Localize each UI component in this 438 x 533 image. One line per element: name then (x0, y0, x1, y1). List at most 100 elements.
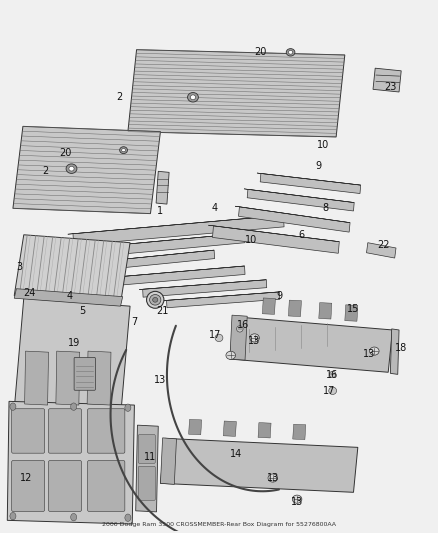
Polygon shape (235, 206, 350, 223)
Polygon shape (25, 351, 49, 405)
Polygon shape (390, 329, 399, 374)
Text: 12: 12 (20, 473, 32, 483)
Ellipse shape (147, 292, 164, 308)
Polygon shape (121, 266, 245, 285)
FancyBboxPatch shape (49, 409, 81, 453)
Ellipse shape (69, 166, 74, 171)
Text: 15: 15 (347, 304, 360, 314)
Polygon shape (230, 315, 247, 360)
Polygon shape (14, 298, 130, 417)
Polygon shape (239, 207, 350, 232)
Text: 11: 11 (144, 452, 156, 462)
Polygon shape (345, 305, 358, 321)
Text: 4: 4 (212, 203, 218, 213)
Text: 9: 9 (316, 161, 322, 171)
Ellipse shape (191, 95, 196, 100)
Text: 13: 13 (267, 473, 279, 483)
Text: 20: 20 (254, 47, 266, 58)
Text: 5: 5 (79, 306, 85, 317)
Text: 17: 17 (208, 330, 221, 340)
Polygon shape (262, 298, 276, 314)
Polygon shape (319, 303, 332, 319)
Ellipse shape (120, 147, 127, 154)
Text: 17: 17 (323, 386, 336, 396)
Polygon shape (13, 126, 160, 214)
Text: 13: 13 (363, 349, 375, 359)
Polygon shape (143, 280, 267, 297)
Polygon shape (160, 438, 358, 492)
Circle shape (71, 403, 77, 410)
Ellipse shape (122, 149, 126, 152)
Text: 23: 23 (384, 82, 396, 92)
Circle shape (10, 403, 16, 410)
Ellipse shape (286, 49, 295, 56)
Ellipse shape (66, 164, 77, 173)
Polygon shape (163, 292, 279, 301)
Polygon shape (189, 419, 201, 435)
Polygon shape (208, 225, 339, 241)
Text: 8: 8 (322, 203, 328, 213)
Text: 2: 2 (42, 166, 49, 176)
Text: 2006 Dodge Ram 3500 CROSSMEMBER-Rear Box Diagram for 55276800AA: 2006 Dodge Ram 3500 CROSSMEMBER-Rear Box… (102, 522, 336, 527)
Circle shape (10, 512, 16, 520)
Ellipse shape (329, 387, 336, 394)
Polygon shape (223, 421, 237, 437)
Text: 7: 7 (131, 317, 138, 327)
Ellipse shape (187, 93, 198, 102)
Text: 14: 14 (230, 449, 243, 459)
FancyBboxPatch shape (138, 466, 155, 500)
Polygon shape (128, 50, 345, 137)
FancyBboxPatch shape (12, 409, 45, 453)
FancyBboxPatch shape (88, 409, 125, 453)
Text: 9: 9 (277, 290, 283, 301)
Polygon shape (288, 300, 301, 317)
Polygon shape (68, 215, 283, 234)
Polygon shape (87, 351, 111, 405)
Polygon shape (82, 250, 215, 272)
Text: 18: 18 (395, 343, 407, 353)
FancyBboxPatch shape (138, 435, 155, 463)
Polygon shape (14, 289, 123, 306)
Polygon shape (69, 233, 244, 249)
Polygon shape (260, 173, 360, 193)
Text: 1: 1 (157, 206, 163, 216)
FancyBboxPatch shape (74, 358, 95, 390)
Ellipse shape (152, 297, 158, 302)
Ellipse shape (237, 326, 243, 332)
Polygon shape (136, 425, 158, 512)
Polygon shape (160, 438, 177, 484)
Text: 13: 13 (154, 375, 166, 385)
Ellipse shape (329, 371, 336, 377)
Text: 16: 16 (237, 320, 249, 330)
Text: 4: 4 (66, 290, 72, 301)
Text: 19: 19 (67, 338, 80, 348)
Circle shape (125, 514, 131, 521)
Polygon shape (293, 424, 306, 440)
Polygon shape (156, 171, 169, 204)
Polygon shape (73, 215, 284, 245)
Text: 2: 2 (116, 92, 122, 102)
Ellipse shape (288, 51, 293, 54)
Ellipse shape (150, 295, 161, 305)
Text: 16: 16 (326, 370, 338, 380)
Polygon shape (212, 226, 339, 253)
Polygon shape (14, 235, 130, 303)
Polygon shape (244, 189, 354, 203)
Polygon shape (7, 401, 134, 524)
Ellipse shape (215, 334, 223, 342)
Circle shape (71, 513, 77, 521)
Polygon shape (257, 173, 360, 185)
Polygon shape (367, 243, 396, 258)
Ellipse shape (292, 495, 302, 503)
Ellipse shape (250, 334, 259, 342)
Polygon shape (166, 292, 280, 308)
Text: 24: 24 (23, 288, 35, 298)
Ellipse shape (226, 351, 236, 359)
Text: 10: 10 (245, 235, 258, 245)
Text: 13: 13 (291, 497, 303, 507)
Polygon shape (139, 280, 266, 289)
FancyBboxPatch shape (12, 461, 45, 511)
Text: 22: 22 (378, 240, 390, 251)
Polygon shape (73, 233, 245, 259)
Ellipse shape (370, 347, 379, 355)
